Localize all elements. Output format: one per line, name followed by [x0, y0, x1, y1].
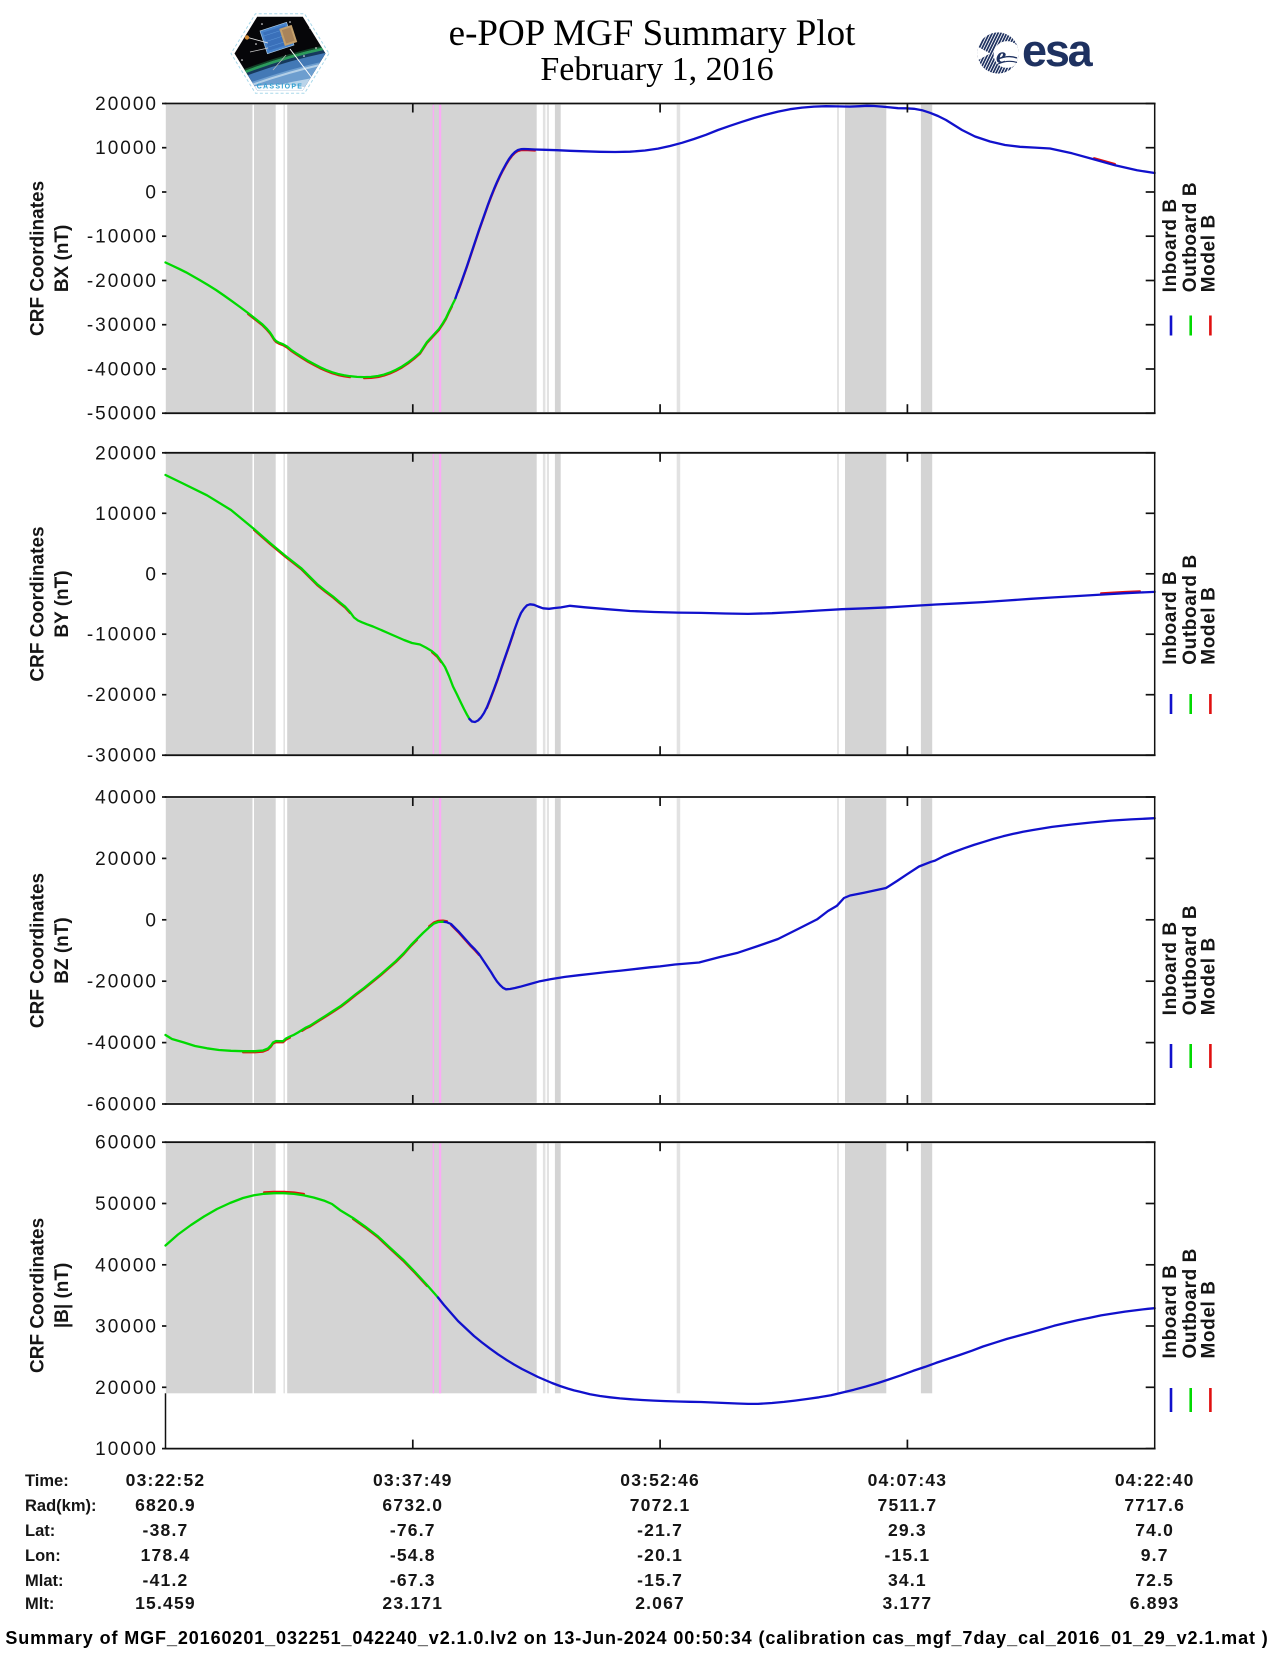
svg-text:-38.7: -38.7: [143, 1520, 189, 1540]
svg-text:7511.7: 7511.7: [878, 1495, 938, 1515]
svg-text:-40000: -40000: [87, 1033, 158, 1054]
svg-text:7072.1: 7072.1: [630, 1495, 691, 1515]
svg-text:20000: 20000: [95, 849, 158, 870]
svg-text:Lon:: Lon:: [25, 1547, 61, 1565]
svg-text:February 1, 2016: February 1, 2016: [540, 51, 773, 88]
svg-text:BX (nT): BX (nT): [52, 225, 73, 293]
svg-text:3.177: 3.177: [883, 1593, 933, 1613]
svg-text:Mlat:: Mlat:: [25, 1572, 64, 1590]
svg-text:20000: 20000: [95, 94, 158, 115]
svg-text:Outboard B: Outboard B: [1180, 1248, 1201, 1359]
svg-text:Inboard B: Inboard B: [1160, 571, 1181, 665]
svg-text:BZ (nT): BZ (nT): [52, 917, 73, 983]
svg-text:|B| (nT): |B| (nT): [52, 1263, 73, 1329]
svg-text:BY (nT): BY (nT): [52, 570, 73, 637]
svg-text:20000: 20000: [95, 1378, 158, 1399]
svg-text:20000: 20000: [95, 443, 158, 464]
svg-text:-30000: -30000: [87, 746, 158, 767]
svg-text:2.067: 2.067: [635, 1593, 685, 1613]
svg-text:23.171: 23.171: [382, 1593, 443, 1613]
svg-text:Outboard B: Outboard B: [1180, 182, 1201, 293]
svg-text:34.1: 34.1: [888, 1570, 927, 1590]
svg-text:-54.8: -54.8: [390, 1545, 436, 1565]
svg-text:-41.2: -41.2: [143, 1570, 189, 1590]
svg-text:0: 0: [145, 564, 158, 585]
svg-text:6820.9: 6820.9: [135, 1495, 196, 1515]
svg-text:Inboard B: Inboard B: [1160, 921, 1181, 1015]
svg-text:-20000: -20000: [87, 972, 158, 993]
svg-text:10000: 10000: [95, 504, 158, 525]
svg-text:6.893: 6.893: [1130, 1593, 1180, 1613]
svg-text:0: 0: [145, 910, 158, 931]
svg-text:74.0: 74.0: [1135, 1520, 1174, 1540]
svg-text:10000: 10000: [95, 1439, 158, 1460]
svg-text:Outboard B: Outboard B: [1180, 905, 1201, 1016]
svg-text:-30000: -30000: [87, 315, 158, 336]
svg-text:04:22:40: 04:22:40: [1115, 1470, 1195, 1490]
svg-text:-67.3: -67.3: [390, 1570, 436, 1590]
svg-text:e-POP MGF Summary Plot: e-POP MGF Summary Plot: [449, 13, 856, 54]
svg-text:Inboard B: Inboard B: [1160, 1264, 1181, 1358]
svg-text:03:37:49: 03:37:49: [373, 1470, 453, 1490]
svg-text:40000: 40000: [95, 1255, 158, 1276]
svg-text:60000: 60000: [95, 1133, 158, 1154]
svg-text:-40000: -40000: [87, 360, 158, 381]
svg-text:Rad(km):: Rad(km):: [25, 1497, 97, 1515]
svg-text:esa: esa: [1022, 25, 1094, 76]
svg-text:03:22:52: 03:22:52: [126, 1470, 206, 1490]
svg-text:04:07:43: 04:07:43: [868, 1470, 948, 1490]
svg-text:29.3: 29.3: [888, 1520, 927, 1540]
svg-text:-21.7: -21.7: [637, 1520, 683, 1540]
svg-text:Model B: Model B: [1199, 214, 1220, 292]
svg-text:40000: 40000: [95, 788, 158, 809]
svg-text:Outboard B: Outboard B: [1180, 554, 1201, 665]
svg-text:0: 0: [145, 183, 158, 204]
svg-text:-50000: -50000: [87, 404, 158, 425]
svg-text:03:52:46: 03:52:46: [620, 1470, 700, 1490]
svg-text:50000: 50000: [95, 1194, 158, 1215]
svg-text:30000: 30000: [95, 1317, 158, 1338]
svg-text:Summary of MGF_20160201_032251: Summary of MGF_20160201_032251_042240_v2…: [5, 1628, 1268, 1648]
svg-text:-76.7: -76.7: [390, 1520, 436, 1540]
svg-text:-20000: -20000: [87, 685, 158, 706]
svg-text:9.7: 9.7: [1141, 1545, 1169, 1565]
svg-text:72.5: 72.5: [1135, 1570, 1174, 1590]
svg-text:-60000: -60000: [87, 1095, 158, 1116]
svg-text:CRF Coordinates: CRF Coordinates: [28, 526, 49, 681]
svg-text:Inboard B: Inboard B: [1160, 198, 1181, 292]
svg-text:178.4: 178.4: [141, 1545, 191, 1565]
svg-text:-20.1: -20.1: [637, 1545, 683, 1565]
svg-text:10000: 10000: [95, 138, 158, 159]
svg-text:Model B: Model B: [1199, 587, 1220, 665]
svg-text:-10000: -10000: [87, 227, 158, 248]
svg-text:CRF Coordinates: CRF Coordinates: [28, 181, 49, 336]
svg-text:Mlt:: Mlt:: [25, 1595, 54, 1613]
svg-text:CRF Coordinates: CRF Coordinates: [28, 1218, 49, 1373]
svg-text:6732.0: 6732.0: [382, 1495, 443, 1515]
svg-text:15.459: 15.459: [135, 1593, 196, 1613]
svg-text:Time:: Time:: [25, 1472, 69, 1490]
svg-text:Lat:: Lat:: [25, 1522, 55, 1540]
svg-text:-15.1: -15.1: [884, 1545, 930, 1565]
svg-text:-20000: -20000: [87, 271, 158, 292]
svg-text:CASSIOPE: CASSIOPE: [257, 84, 304, 91]
svg-text:Model B: Model B: [1199, 937, 1220, 1015]
svg-text:-15.7: -15.7: [637, 1570, 683, 1590]
svg-text:e: e: [996, 43, 1006, 68]
svg-text:Model B: Model B: [1199, 1280, 1220, 1358]
svg-text:-10000: -10000: [87, 625, 158, 646]
svg-text:CRF Coordinates: CRF Coordinates: [28, 873, 49, 1028]
svg-text:7717.6: 7717.6: [1124, 1495, 1185, 1515]
